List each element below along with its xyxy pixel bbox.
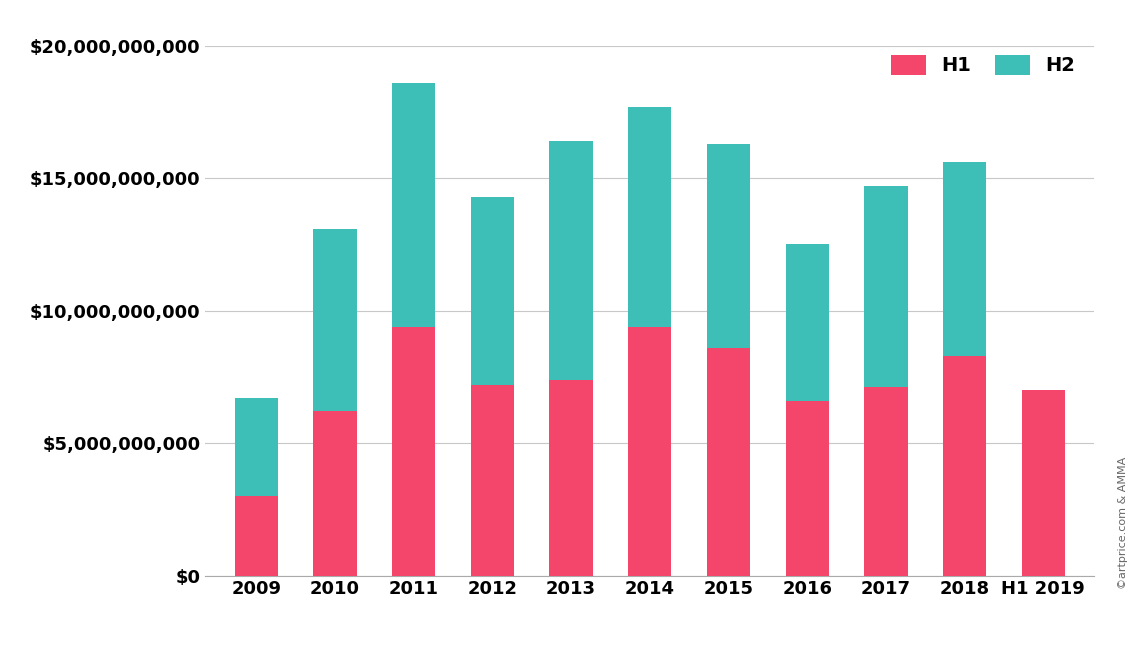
Bar	[235, 496, 278, 576]
Bar	[314, 228, 357, 411]
Bar	[943, 356, 986, 576]
Text: ©artprice.com & AMMA: ©artprice.com & AMMA	[1118, 456, 1127, 589]
Bar	[943, 162, 986, 356]
Bar	[1021, 390, 1065, 576]
Bar	[785, 245, 829, 401]
Bar	[549, 141, 593, 379]
Bar	[392, 83, 435, 326]
Bar	[864, 387, 907, 576]
Bar	[392, 326, 435, 576]
Bar	[707, 348, 750, 576]
Bar	[628, 326, 671, 576]
Bar	[785, 401, 829, 576]
Bar	[549, 379, 593, 576]
Bar	[707, 144, 750, 348]
Legend: H1, H2: H1, H2	[881, 45, 1084, 85]
Bar	[314, 411, 357, 576]
Bar	[471, 197, 514, 385]
Bar	[471, 385, 514, 576]
Bar	[235, 398, 278, 496]
Bar	[628, 107, 671, 326]
Bar	[864, 186, 907, 387]
